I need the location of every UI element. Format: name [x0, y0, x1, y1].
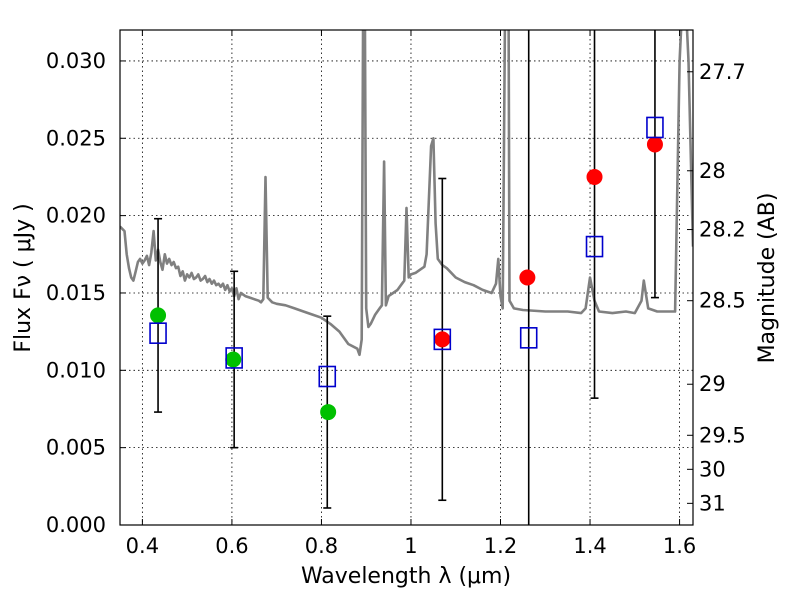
model-spectrum — [120, 30, 693, 357]
x-tick-label-2: 0.8 — [305, 534, 338, 558]
red-point-0 — [434, 331, 451, 348]
right-tick-label-1: 28 — [699, 159, 726, 183]
y-tick-label-4: 0.020 — [46, 204, 106, 228]
tick-labels: 0.4 0.6 0.8 1 1.2 1.4 1.6 0.000 0.005 0.010 0.015 0… — [46, 49, 746, 558]
square-point-5 — [585, 235, 604, 258]
y-tick-label-3: 0.015 — [46, 281, 106, 305]
x-tick-label-0: 0.4 — [126, 534, 159, 558]
x-tick-label-3: 1 — [404, 534, 417, 558]
right-tick-label-2: 28.2 — [699, 218, 746, 242]
right-tick-label-5: 29.5 — [699, 423, 746, 447]
square-point-1 — [225, 347, 243, 369]
y-tick-label-1: 0.005 — [46, 436, 106, 460]
right-tick-label-4: 29 — [699, 372, 726, 396]
square-point-4 — [519, 327, 538, 349]
y-axis-label: Flux Fν ( μJy ) — [11, 203, 36, 352]
green-point-1 — [225, 351, 242, 368]
y-tick-label-0: 0.000 — [46, 513, 106, 537]
right-tick-label-7: 31 — [699, 491, 726, 515]
x-tick-label-5: 1.4 — [573, 534, 606, 558]
green-point-2 — [320, 404, 337, 421]
axis-ticks — [120, 30, 693, 526]
spectrum-line — [120, 30, 693, 357]
y-tick-label-2: 0.010 — [46, 358, 106, 382]
x-axis-label: Wavelength λ (μm) — [301, 564, 511, 589]
right-axis-label: Magnitude (AB) — [755, 193, 780, 364]
y-tick-label-5: 0.025 — [46, 126, 106, 150]
right-tick-label-6: 30 — [699, 457, 726, 481]
green-point-0 — [150, 307, 167, 324]
data-markers — [149, 116, 664, 421]
right-tick-label-3: 28.5 — [699, 289, 746, 313]
square-point-3 — [433, 328, 452, 351]
x-tick-label-6: 1.6 — [663, 534, 696, 558]
y-tick-label-6: 0.030 — [46, 49, 106, 73]
x-tick-label-4: 1.2 — [484, 534, 517, 558]
red-point-1 — [519, 269, 536, 286]
plot-frame — [119, 29, 694, 526]
red-point-2 — [586, 168, 603, 185]
square-point-0 — [149, 322, 167, 344]
x-tick-label-1: 0.6 — [215, 534, 248, 558]
red-point-3 — [646, 136, 663, 153]
square-point-2 — [318, 365, 337, 388]
square-point-6 — [646, 116, 664, 139]
right-tick-label-0: 27.7 — [699, 60, 746, 84]
